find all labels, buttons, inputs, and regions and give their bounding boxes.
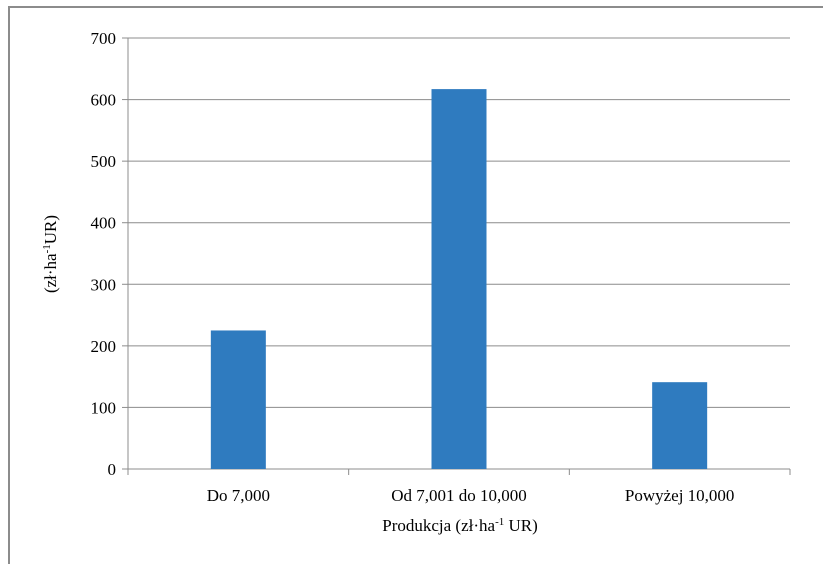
- y-tick-label: 100: [91, 398, 117, 417]
- y-tick-labels: 0 100 200 300 400 500 600 700: [91, 29, 117, 479]
- bar: [431, 89, 487, 470]
- bar: [210, 330, 266, 469]
- x-tick-label: Do 7,000: [207, 486, 270, 505]
- y-tick-label: 600: [91, 91, 117, 110]
- y-tick-label: 500: [91, 152, 117, 171]
- bar: [652, 382, 708, 469]
- y-tick-label: 200: [91, 337, 117, 356]
- y-tick-label: 300: [91, 275, 117, 294]
- x-tick-labels: Do 7,000 Od 7,001 do 10,000 Powyżej 10,000: [207, 486, 735, 505]
- x-tick-label: Od 7,001 do 10,000: [391, 486, 527, 505]
- y-tick-label: 700: [91, 29, 117, 48]
- x-tick-label: Powyżej 10,000: [625, 486, 735, 505]
- chart-frame: [8, 6, 823, 564]
- y-axis-label: (zł·ha-1UR): [41, 215, 60, 293]
- x-axis-label: Produkcja (zł·ha-1 UR): [382, 516, 538, 535]
- y-tick-label: 0: [108, 460, 117, 479]
- bars: [210, 89, 708, 470]
- y-tick-label: 400: [91, 214, 117, 233]
